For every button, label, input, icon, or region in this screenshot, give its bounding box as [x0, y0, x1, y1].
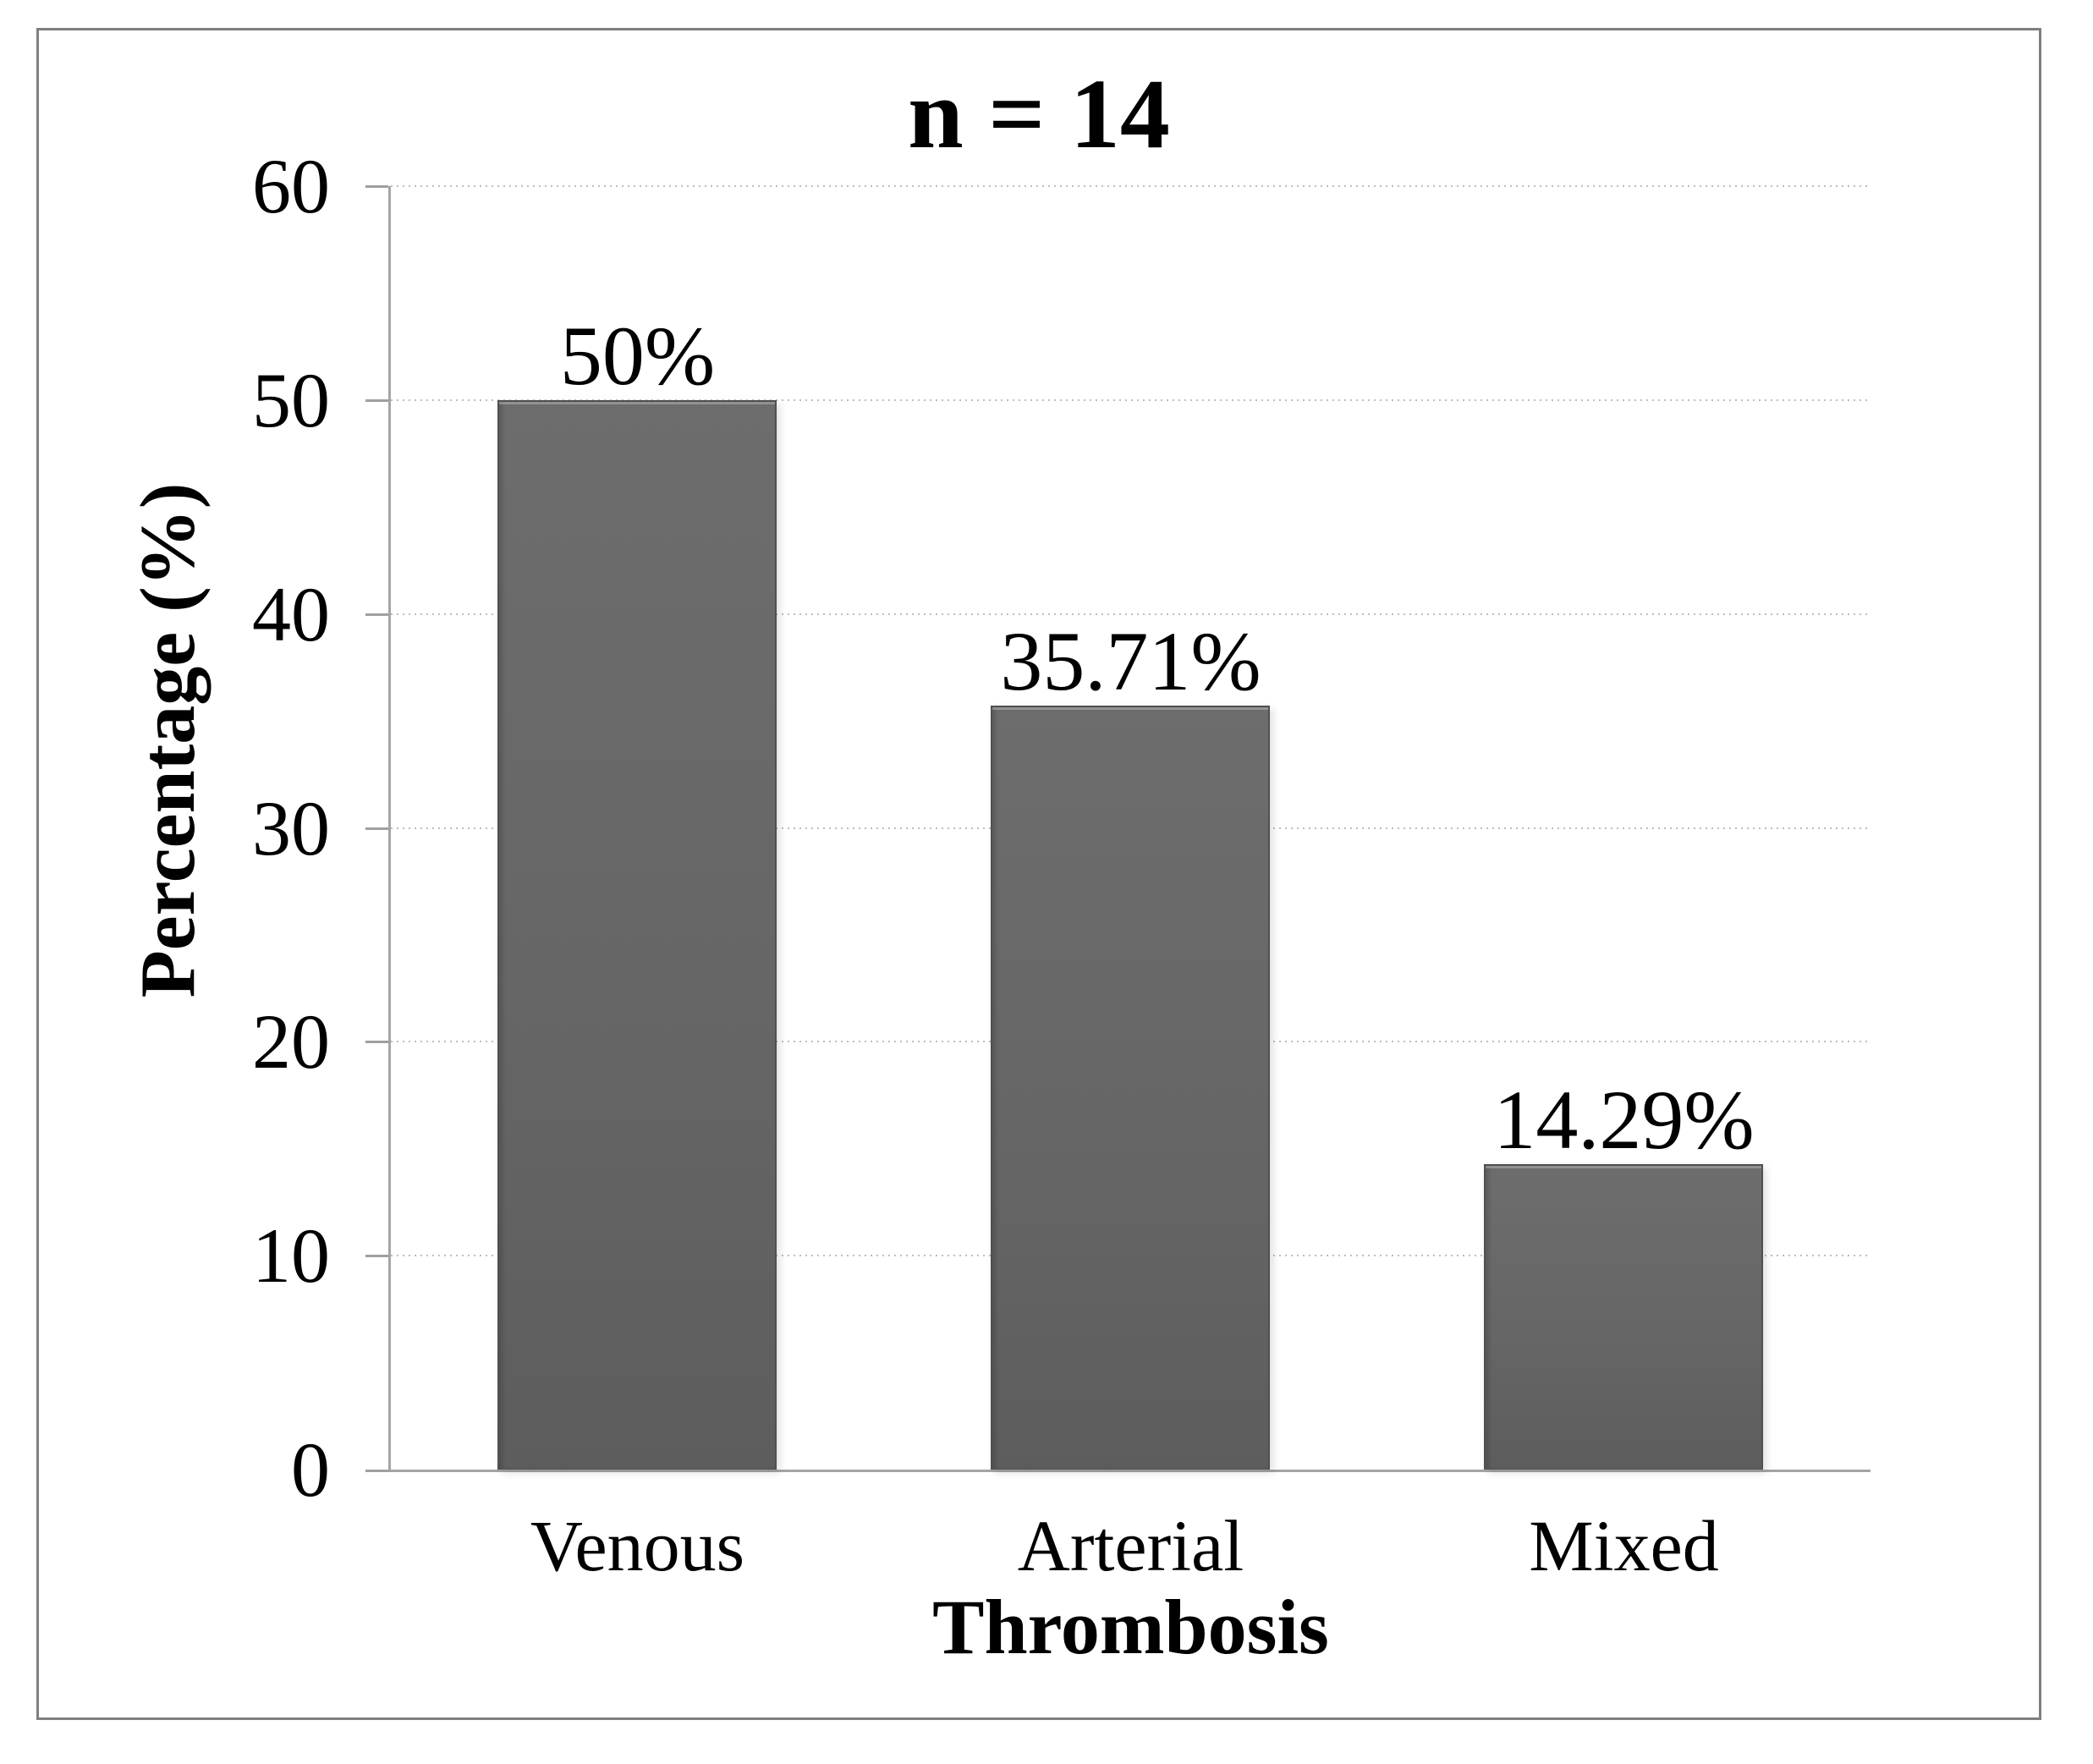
y-tick-mark-30: [365, 827, 388, 830]
bar-venous: [497, 399, 777, 1470]
gridline-50: [391, 398, 1871, 401]
category-label-venous: Venous: [530, 1505, 745, 1586]
x-axis-title: Thrombosis: [932, 1584, 1329, 1670]
y-tick-label-40: 40: [252, 570, 330, 657]
category-label-arterial: Arterial: [1017, 1505, 1244, 1586]
y-tick-label-50: 50: [252, 356, 330, 443]
y-tick-mark-50: [365, 398, 388, 402]
bar-arterial: [991, 706, 1271, 1470]
y-axis-title: Percentage (%): [124, 482, 211, 998]
y-tick-label-30: 30: [252, 784, 330, 871]
value-label-venous: 50%: [559, 308, 716, 403]
chart-title: n = 14: [908, 58, 1170, 169]
x-axis-left-tick: [365, 1470, 391, 1472]
y-tick-mark-40: [365, 613, 388, 616]
bar-mixed: [1484, 1163, 1764, 1470]
category-slot-arterial: 35.71% Arterial: [884, 186, 1377, 1585]
gridline-60: [391, 185, 1871, 187]
plot-area: Thrombosis 0 10 20 30 40 50 60 50% Venous 35.71% A…: [252, 147, 1871, 1666]
y-tick-label-20: 20: [252, 998, 330, 1085]
y-tick-mark-10: [365, 1255, 388, 1258]
y-tick-label-60: 60: [252, 143, 330, 229]
category-slot-venous: 50% Venous: [391, 186, 884, 1585]
y-tick-mark-60: [365, 185, 388, 188]
chart-frame: n = 14 Percentage (%) Thrombosis 0 10 20 30…: [36, 28, 2041, 1720]
y-tick-mark-20: [365, 1041, 388, 1044]
category-label-mixed: Mixed: [1529, 1505, 1719, 1586]
y-tick-label-10: 10: [252, 1212, 330, 1300]
category-slot-mixed: 14.29% Mixed: [1377, 186, 1871, 1585]
y-tick-label-0: 0: [291, 1426, 330, 1513]
value-label-arterial: 35.71%: [1000, 614, 1261, 709]
value-label-mixed: 14.29%: [1493, 1072, 1755, 1167]
gridline-40: [391, 613, 1871, 615]
